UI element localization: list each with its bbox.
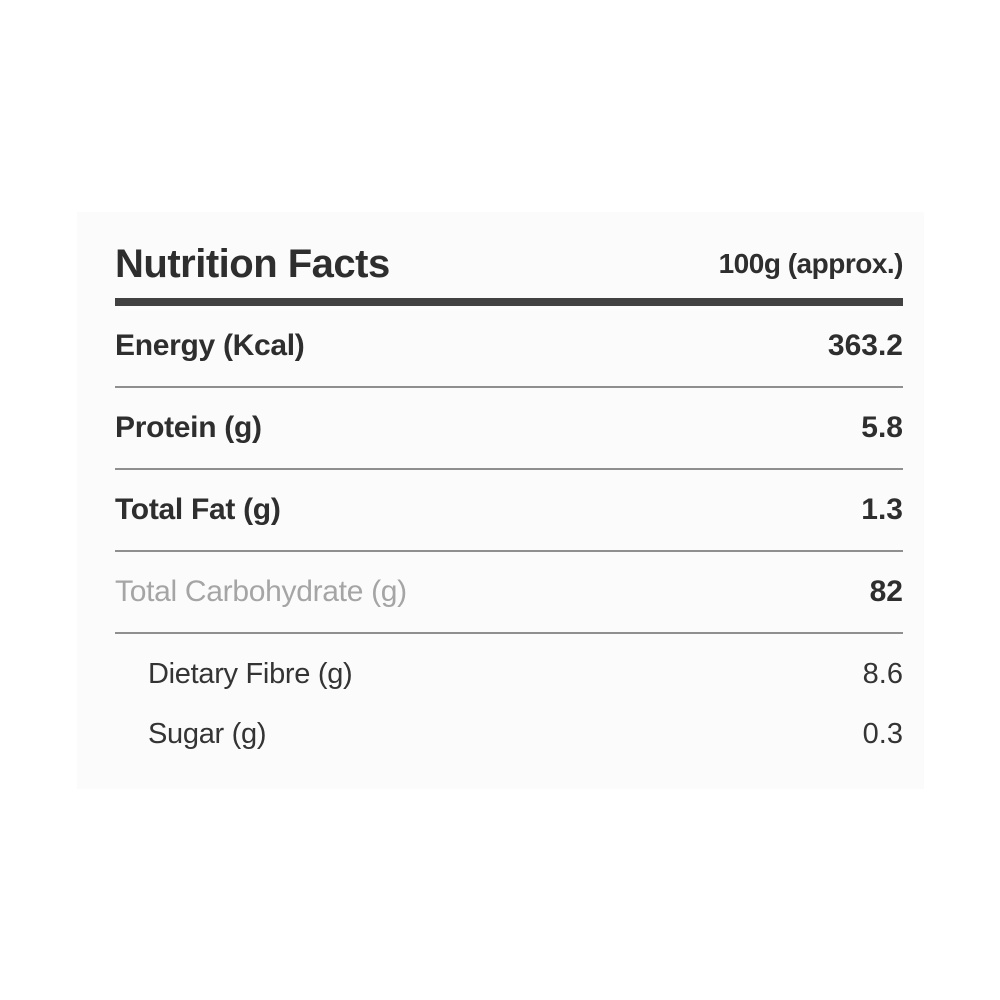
row-dietary-fibre: Dietary Fibre (g) 8.6 xyxy=(115,644,903,704)
nutrient-label: Total Fat (g) xyxy=(115,493,281,526)
nutrient-value: 1.3 xyxy=(861,493,903,526)
nutrient-value: 82 xyxy=(869,575,903,608)
row-sugar: Sugar (g) 0.3 xyxy=(115,704,903,764)
nutrition-facts-panel: Nutrition Facts 100g (approx.) Energy (K… xyxy=(77,212,924,789)
row-energy: Energy (Kcal) 363.2 xyxy=(115,306,903,388)
nutrient-label: Protein (g) xyxy=(115,411,262,444)
nutrient-value: 0.3 xyxy=(862,717,903,750)
nutrient-label: Energy (Kcal) xyxy=(115,329,305,362)
panel-title: Nutrition Facts xyxy=(115,241,390,286)
row-total-fat: Total Fat (g) 1.3 xyxy=(115,470,903,552)
row-protein: Protein (g) 5.8 xyxy=(115,388,903,470)
nutrient-label: Dietary Fibre (g) xyxy=(148,657,353,690)
row-total-carbohydrate: Total Carbohydrate (g) 82 xyxy=(115,552,903,634)
carbohydrate-sub-rows: Dietary Fibre (g) 8.6 Sugar (g) 0.3 xyxy=(115,634,903,764)
nutrient-value: 363.2 xyxy=(827,329,903,362)
panel-header: Nutrition Facts 100g (approx.) xyxy=(115,212,904,298)
nutrient-value: 8.6 xyxy=(862,657,903,690)
nutrient-value: 5.8 xyxy=(861,411,903,444)
nutrient-label: Total Carbohydrate (g) xyxy=(115,575,407,608)
header-divider xyxy=(115,298,903,306)
nutrient-label: Sugar (g) xyxy=(148,717,267,750)
serving-size: 100g (approx.) xyxy=(718,248,904,279)
